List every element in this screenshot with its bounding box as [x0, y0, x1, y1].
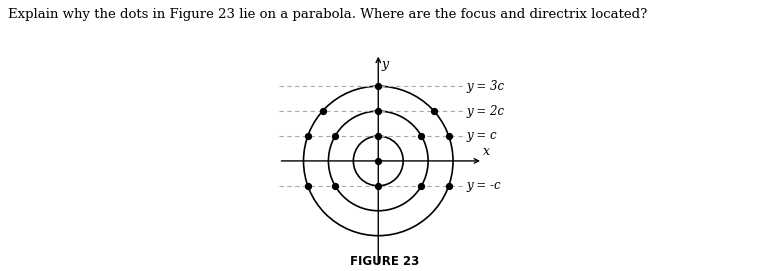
Text: x: x [483, 145, 490, 158]
Point [316, 109, 328, 113]
Text: y = 2c: y = 2c [467, 105, 505, 118]
Point [372, 134, 384, 138]
Point [428, 109, 440, 113]
Text: y = c: y = c [467, 130, 498, 143]
Point [329, 184, 341, 188]
Point [372, 184, 384, 188]
Point [443, 134, 455, 138]
Point [443, 184, 455, 188]
Text: y = -c: y = -c [467, 179, 501, 192]
Point [301, 134, 314, 138]
Point [372, 159, 384, 163]
Point [329, 134, 341, 138]
Text: FIGURE 23: FIGURE 23 [350, 255, 419, 268]
Text: Explain why the dots in Figure 23 lie on a parabola. Where are the focus and dir: Explain why the dots in Figure 23 lie on… [8, 8, 647, 21]
Text: y: y [381, 57, 388, 70]
Text: y = 3c: y = 3c [467, 80, 505, 93]
Point [301, 184, 314, 188]
Point [415, 134, 428, 138]
Point [372, 84, 384, 88]
Point [372, 109, 384, 113]
Point [415, 184, 428, 188]
